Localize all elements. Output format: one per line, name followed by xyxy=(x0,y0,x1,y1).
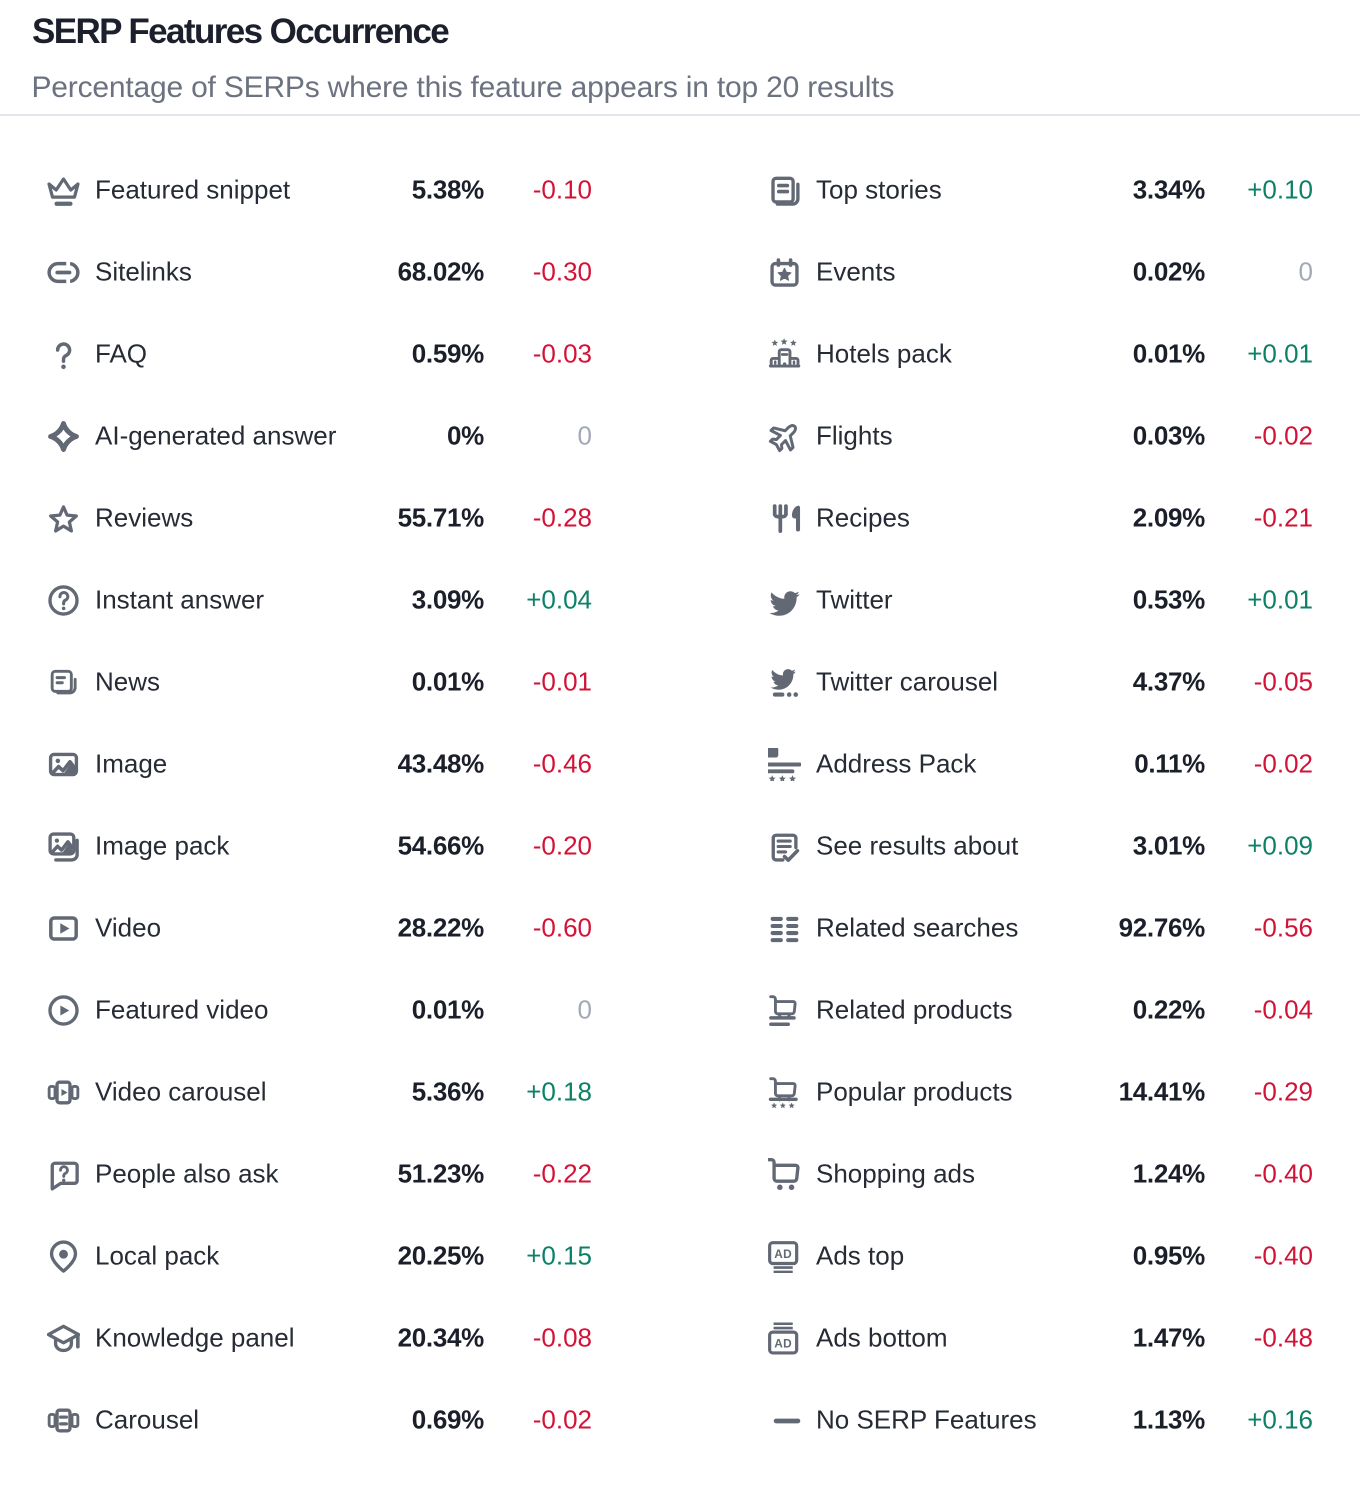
svg-text:AD: AD xyxy=(774,1336,792,1350)
svg-text:AD: AD xyxy=(774,1246,792,1260)
